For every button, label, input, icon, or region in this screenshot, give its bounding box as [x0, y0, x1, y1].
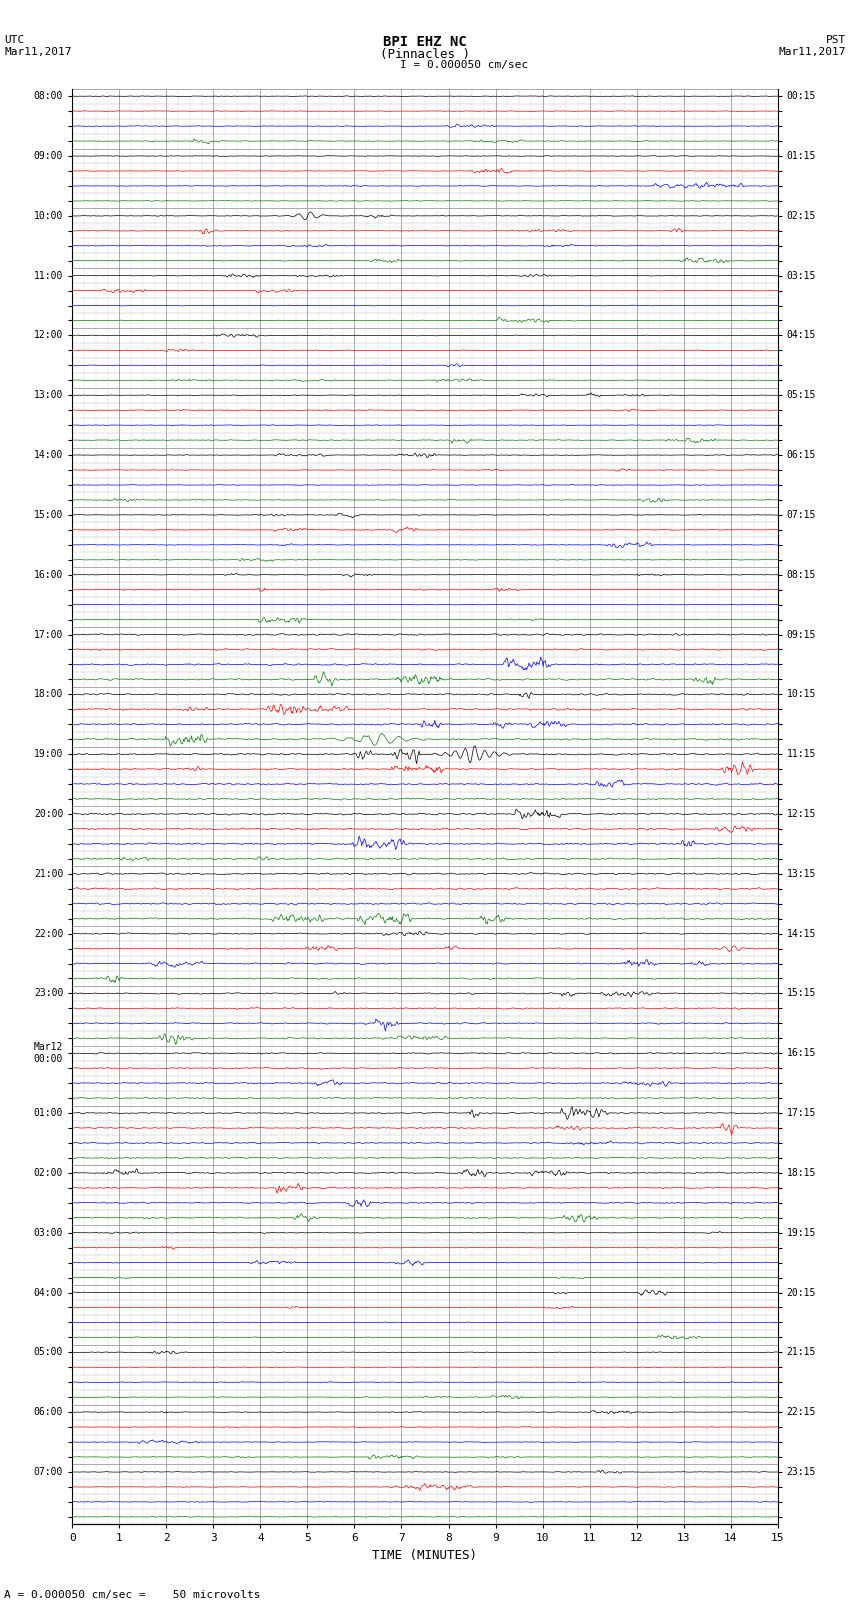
Text: PST
Mar11,2017: PST Mar11,2017 [779, 35, 846, 56]
Text: BPI EHZ NC: BPI EHZ NC [383, 35, 467, 50]
X-axis label: TIME (MINUTES): TIME (MINUTES) [372, 1548, 478, 1561]
Text: I = 0.000050 cm/sec: I = 0.000050 cm/sec [400, 60, 528, 69]
Text: UTC
Mar11,2017: UTC Mar11,2017 [4, 35, 71, 56]
Text: A = 0.000050 cm/sec =    50 microvolts: A = 0.000050 cm/sec = 50 microvolts [4, 1590, 261, 1600]
Text: (Pinnacles ): (Pinnacles ) [380, 48, 470, 61]
